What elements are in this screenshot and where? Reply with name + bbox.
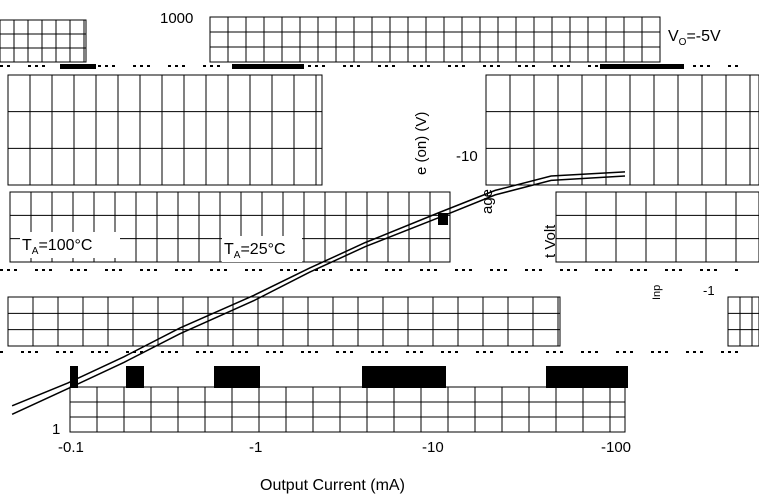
ta100-label: TA=100°C [22, 237, 92, 257]
grid-band-frame [7, 296, 561, 347]
grid-band-frame [555, 191, 759, 263]
y-axis-label-fragment-3: t Volt [542, 224, 559, 258]
y-tick-right-1: -1 [703, 283, 715, 298]
ta25-label: TA=25°C [224, 241, 286, 261]
y-axis-label-fragment-1: e (on) (V) [413, 112, 430, 175]
ta100-sub: A [32, 246, 39, 257]
y-tick-right-10: -10 [456, 148, 478, 165]
series-line-2 [11, 175, 626, 415]
ta25-label-bg [222, 236, 302, 262]
y-axis-label-fragment-4: Inp [651, 285, 663, 300]
black-blocks [60, 64, 684, 388]
grid-band-frame [69, 386, 626, 433]
grid-band-frame [209, 16, 661, 63]
y-axis-label-fragment-2: age [479, 189, 496, 214]
grid-band-frame [0, 19, 87, 63]
vo-label-val: =-5V [686, 28, 721, 45]
vo-label: VO=-5V [668, 28, 721, 48]
ta25-sub: A [234, 250, 241, 261]
curves [11, 171, 626, 415]
ta25-val: =25°C [240, 241, 285, 258]
grid-band-frame [727, 296, 759, 347]
black-block [600, 64, 684, 69]
grid-band-frame [485, 74, 759, 186]
black-block [362, 366, 446, 388]
ta100-val: =100°C [38, 237, 92, 254]
black-block [438, 213, 448, 225]
vo-label-main: V [668, 28, 679, 45]
x-tick-3: -100 [601, 439, 631, 456]
black-block [546, 366, 628, 388]
black-block [70, 366, 78, 388]
x-axis-label: Output Current (mA) [260, 477, 405, 494]
x-tick-1: -1 [249, 439, 262, 456]
x-tick-0: -0.1 [58, 439, 84, 456]
series-line-1 [11, 171, 626, 407]
ta100-label-bg [20, 232, 120, 258]
ta100-main: T [22, 237, 32, 254]
y-tick-1: 1 [52, 421, 60, 438]
vo-label-bg [664, 20, 744, 50]
black-block [60, 64, 96, 69]
y-tick-1000: 1000 [160, 10, 193, 27]
grid-band-frame [7, 74, 323, 186]
x-tick-2: -10 [422, 439, 444, 456]
ta25-main: T [224, 241, 234, 258]
black-block [214, 366, 260, 388]
black-block [232, 64, 304, 69]
black-block [126, 366, 144, 388]
vo-label-sub: O [679, 37, 687, 48]
